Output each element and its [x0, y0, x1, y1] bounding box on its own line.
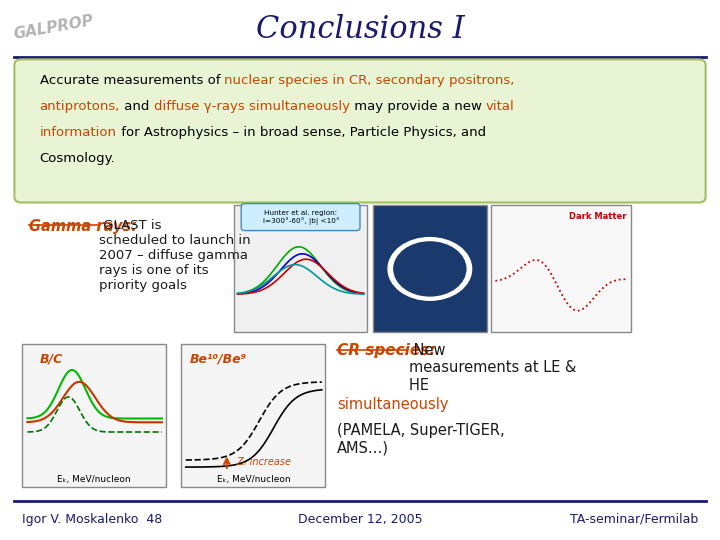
Text: New
measurements at LE &
HE: New measurements at LE & HE — [409, 343, 576, 393]
Text: may provide a new: may provide a new — [350, 100, 486, 113]
Text: Conclusions I: Conclusions I — [256, 14, 464, 45]
Text: Accurate measurements of: Accurate measurements of — [40, 74, 225, 87]
Text: Hunter et al. region:
l=300°-60°, |b| <10°: Hunter et al. region: l=300°-60°, |b| <1… — [263, 210, 339, 225]
FancyBboxPatch shape — [234, 205, 367, 332]
Text: for Astrophysics – in broad sense, Particle Physics, and: for Astrophysics – in broad sense, Parti… — [117, 126, 486, 139]
Text: GLAST is
scheduled to launch in
2007 – diffuse gamma
rays is one of its
priority: GLAST is scheduled to launch in 2007 – d… — [99, 219, 251, 292]
FancyBboxPatch shape — [491, 205, 631, 332]
Circle shape — [394, 242, 466, 296]
Text: B/C: B/C — [40, 352, 63, 365]
Text: antiprotons,: antiprotons, — [40, 100, 120, 113]
Text: Zₙ increase: Zₙ increase — [236, 457, 291, 467]
Text: Be¹⁰/Be⁹: Be¹⁰/Be⁹ — [189, 352, 246, 365]
FancyBboxPatch shape — [241, 204, 360, 231]
Text: TA-seminar/Fermilab: TA-seminar/Fermilab — [570, 513, 698, 526]
Text: Cosmology.: Cosmology. — [40, 152, 115, 165]
Text: Dark Matter: Dark Matter — [569, 212, 626, 221]
Circle shape — [388, 238, 472, 300]
Text: CR species:: CR species: — [337, 343, 436, 358]
Text: December 12, 2005: December 12, 2005 — [297, 513, 423, 526]
Text: Eₖ, MeV/nucleon: Eₖ, MeV/nucleon — [57, 475, 130, 484]
Text: Igor V. Moskalenko  48: Igor V. Moskalenko 48 — [22, 513, 162, 526]
Text: information: information — [40, 126, 117, 139]
Text: (PAMELA, Super-TIGER,
AMS…): (PAMELA, Super-TIGER, AMS…) — [337, 423, 505, 455]
Text: and: and — [120, 100, 153, 113]
Text: Eₖ, MeV/nucleon: Eₖ, MeV/nucleon — [217, 475, 290, 484]
Text: vital: vital — [486, 100, 515, 113]
FancyBboxPatch shape — [14, 59, 706, 202]
FancyBboxPatch shape — [181, 344, 325, 487]
Text: Gamma rays:: Gamma rays: — [29, 219, 137, 234]
Text: simultaneously: simultaneously — [337, 397, 449, 412]
FancyBboxPatch shape — [373, 205, 487, 332]
Text: nuclear species in CR, secondary positrons,: nuclear species in CR, secondary positro… — [225, 74, 515, 87]
FancyBboxPatch shape — [22, 344, 166, 487]
Text: diffuse γ-rays simultaneously: diffuse γ-rays simultaneously — [153, 100, 350, 113]
Text: GALPROP: GALPROP — [13, 14, 95, 42]
